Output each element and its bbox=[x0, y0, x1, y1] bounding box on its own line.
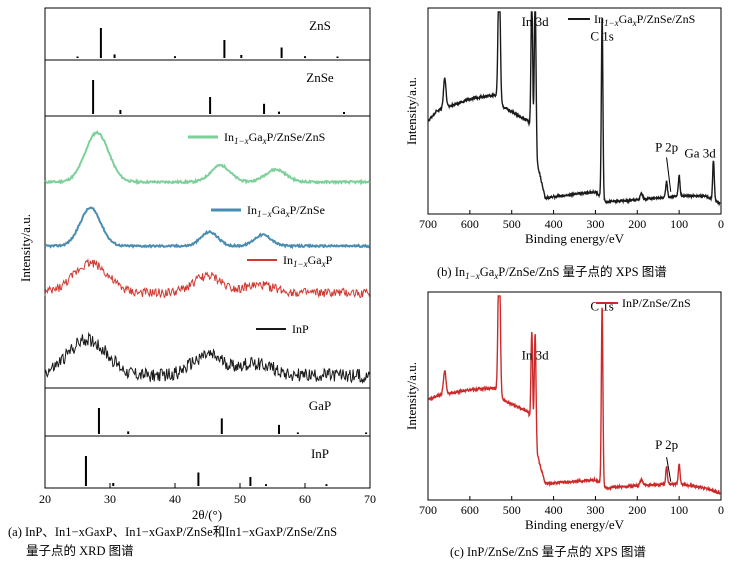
x-tick-label: 500 bbox=[503, 217, 521, 231]
peak-annotation: Ga 3d bbox=[684, 145, 716, 160]
peak-annotation: C 1s bbox=[590, 298, 613, 313]
y-axis-title: Intensity/a.u. bbox=[18, 214, 33, 282]
x-tick-label: 50 bbox=[234, 492, 246, 506]
x-axis-title: Binding energy/eV bbox=[525, 231, 625, 246]
x-tick-label: 400 bbox=[545, 503, 563, 517]
y-axis-title: Intensity/a.u. bbox=[404, 77, 419, 145]
caption-a-line1: (a) InP、In1−xGaxP、In1−xGaxP/ZnSe和In1−xGa… bbox=[8, 525, 337, 539]
caption-b: (b) In1−xGaxP/ZnSe/ZnS 量子点的 XPS 图谱 bbox=[437, 264, 667, 281]
x-axis-title: 2θ/(°) bbox=[192, 507, 222, 522]
x-tick-label: 600 bbox=[461, 503, 479, 517]
x-tick-label: 70 bbox=[364, 492, 376, 506]
reference-label: ZnSe bbox=[306, 70, 334, 85]
x-tick-label: 700 bbox=[419, 217, 437, 231]
legend-label: In1−xGaxP/ZnSe/ZnS bbox=[594, 12, 695, 28]
peak-annotation: P 2p bbox=[655, 139, 678, 154]
x-tick-label: 200 bbox=[628, 503, 646, 517]
caption-c: (c) InP/ZnSe/ZnS 量子点的 XPS 图谱 bbox=[450, 544, 646, 559]
y-axis-title: Intensity/a.u. bbox=[404, 362, 419, 430]
x-tick-label: 40 bbox=[169, 492, 181, 506]
legend-label: InP bbox=[292, 322, 309, 336]
x-tick-label: 0 bbox=[718, 503, 724, 517]
peak-annotation: C 1s bbox=[590, 28, 613, 43]
annotation-arrow bbox=[666, 157, 672, 192]
x-tick-label: 60 bbox=[299, 492, 311, 506]
x-tick-label: 20 bbox=[39, 492, 51, 506]
reference-label: GaP bbox=[309, 398, 331, 413]
x-tick-label: 300 bbox=[586, 503, 604, 517]
x-tick-label: 200 bbox=[628, 217, 646, 231]
plot-frame bbox=[427, 291, 722, 501]
x-tick-label: 0 bbox=[718, 217, 724, 231]
peak-annotation: In 3d bbox=[522, 347, 550, 362]
x-tick-label: 500 bbox=[503, 503, 521, 517]
reference-label: InP bbox=[311, 446, 329, 461]
spectrum-line bbox=[428, 295, 721, 495]
caption-a-line2: 量子点的 XRD 图谱 bbox=[26, 543, 134, 558]
legend-label: InP/ZnSe/ZnS bbox=[622, 296, 691, 310]
x-axis-title: Binding energy/eV bbox=[525, 517, 625, 532]
x-tick-label: 700 bbox=[419, 503, 437, 517]
x-tick-label: 30 bbox=[104, 492, 116, 506]
x-tick-label: 400 bbox=[545, 217, 563, 231]
annotation-arrow bbox=[666, 457, 672, 482]
peak-annotation: P 2p bbox=[655, 437, 678, 452]
x-tick-label: 100 bbox=[670, 503, 688, 517]
series-line bbox=[44, 257, 370, 299]
x-tick-label: 600 bbox=[461, 217, 479, 231]
xps-panel-c: 700 600 500 400 300 200 100 0 Binding energy/eV I… bbox=[404, 291, 724, 559]
legend-label: In1−xGaxP/ZnSe/ZnS bbox=[224, 130, 325, 146]
xps-panel-b: 700 600 500 400 300 200 100 0 Binding energy/eV I… bbox=[404, 7, 724, 281]
series-line bbox=[44, 331, 370, 385]
plot-frame bbox=[44, 7, 371, 489]
plot-frame bbox=[427, 7, 722, 215]
series-line bbox=[44, 130, 371, 186]
x-tick-label: 100 bbox=[670, 217, 688, 231]
series-line bbox=[44, 206, 371, 250]
spectrum-line bbox=[428, 11, 721, 207]
reference-label: ZnS bbox=[309, 18, 331, 33]
xrd-panel: ZnS ZnSe GaP InP In1−xGaxP/ZnSe/ZnS In1−xGaxP… bbox=[8, 7, 376, 558]
legend-label: In1−xGaxP/ZnSe bbox=[247, 203, 325, 219]
peak-annotation: In 3d bbox=[522, 14, 550, 29]
x-tick-label: 300 bbox=[586, 217, 604, 231]
legend-label: In1−xGaxP bbox=[283, 253, 333, 269]
